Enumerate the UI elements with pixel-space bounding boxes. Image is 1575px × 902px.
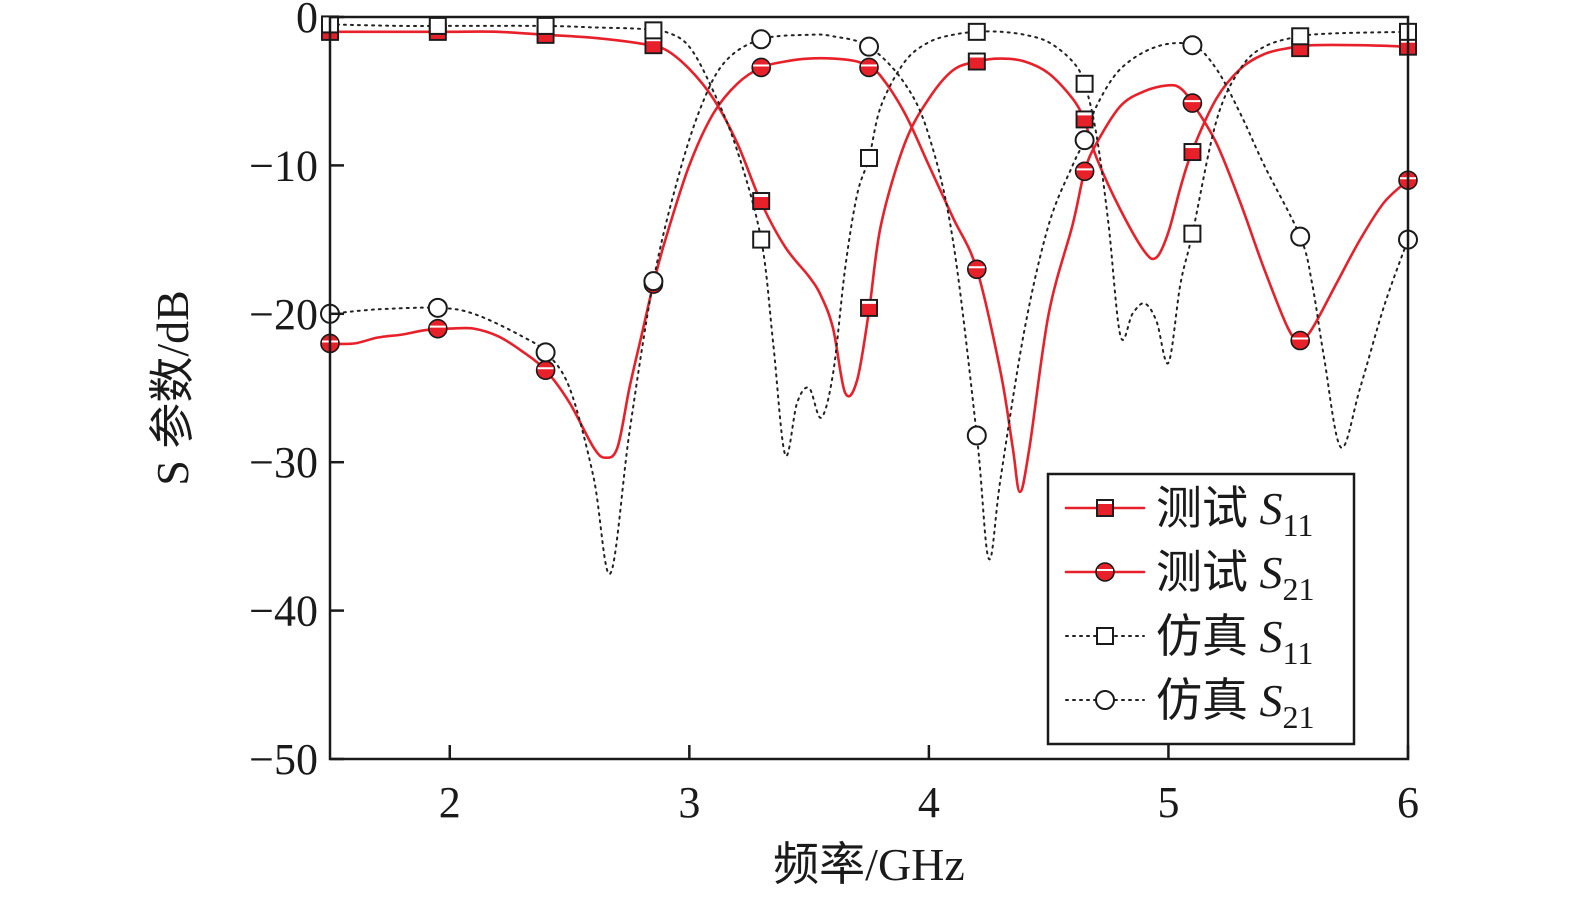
legend-entry-1: 测试 S21 — [1064, 547, 1315, 607]
series-1-marker — [1182, 93, 1203, 113]
legend-marker — [1096, 627, 1114, 645]
x-tick-label: 4 — [918, 778, 940, 827]
series-line-3 — [330, 33, 1408, 575]
series-1-marker — [966, 259, 987, 280]
series-2-marker — [536, 16, 555, 35]
legend-label: 仿真 S11 — [1156, 611, 1313, 671]
legend-symbol: S — [1260, 547, 1283, 598]
series-0-marker — [860, 298, 878, 317]
legend-subscript: 21 — [1283, 699, 1315, 735]
y-tick-label: −20 — [249, 290, 318, 339]
y-axis-label: S 参数/dB — [147, 290, 198, 486]
plot-frame — [328, 15, 1410, 761]
series-1-marker — [427, 318, 448, 339]
legend-subscript: 11 — [1283, 635, 1314, 671]
series-1-marker — [535, 360, 556, 380]
legend-symbol: S — [1260, 483, 1283, 534]
legend-marker — [1095, 690, 1115, 710]
series-3-marker — [751, 29, 772, 50]
y-tick-label: −10 — [249, 141, 318, 190]
legend-entry-2: 仿真 S11 — [1065, 611, 1313, 671]
series-2-marker — [967, 22, 986, 41]
series-3-marker — [1290, 226, 1311, 247]
y-tick-label: −30 — [249, 438, 318, 487]
series-0-marker — [967, 52, 986, 71]
series-0-marker — [644, 36, 663, 55]
series-2-marker — [752, 230, 771, 249]
legend-label: 仿真 S21 — [1156, 675, 1315, 735]
series-1-marker — [1074, 161, 1095, 182]
legend-prefix: 仿真 — [1156, 675, 1260, 726]
series-1-marker — [751, 57, 772, 78]
series-1-marker — [859, 57, 879, 78]
legend-entry-3: 仿真 S21 — [1065, 675, 1315, 735]
series-3-marker — [535, 342, 556, 363]
legend-symbol: S — [1260, 675, 1283, 726]
legend-symbol: S — [1260, 611, 1283, 662]
series-2-marker — [644, 21, 663, 40]
series-2-marker — [428, 16, 447, 35]
x-tick-label: 2 — [439, 778, 461, 827]
legend-prefix: 测试 — [1156, 547, 1260, 598]
legend-prefix: 测试 — [1156, 483, 1260, 534]
series-2-marker — [1075, 74, 1094, 93]
series-3-marker — [1182, 35, 1203, 56]
series-line-2 — [330, 23, 1408, 457]
series-0-marker — [1075, 110, 1094, 129]
legend-marker — [1095, 562, 1115, 582]
series-3-marker — [643, 271, 664, 292]
x-tick-label: 6 — [1397, 778, 1419, 827]
y-tick-label: −40 — [249, 587, 318, 636]
axis-ticks: 2 3 4 5 6 0 −10 −20 −30 −40 −50 — [249, 0, 1419, 827]
series-3-marker — [427, 297, 448, 318]
series-1-marker — [1290, 330, 1310, 351]
series-3-marker — [1074, 130, 1095, 151]
series-3-marker — [966, 425, 987, 446]
legend-entry-0: 测试 S11 — [1064, 483, 1313, 543]
y-tick-label: 0 — [296, 0, 318, 42]
series-0-marker — [752, 192, 771, 210]
x-axis-label: 频率/GHz — [773, 839, 965, 890]
series-3-marker — [859, 36, 879, 57]
legend-subscript: 21 — [1283, 571, 1315, 607]
legend-label: 测试 S21 — [1156, 547, 1315, 607]
series-2-marker — [1291, 27, 1310, 46]
y-tick-label: −50 — [249, 735, 318, 784]
legend-prefix: 仿真 — [1156, 611, 1260, 662]
legend-subscript: 11 — [1283, 507, 1314, 543]
x-tick-label: 5 — [1157, 778, 1179, 827]
legend-marker — [1096, 499, 1114, 517]
x-tick-label: 3 — [678, 778, 700, 827]
series-2-marker — [1183, 224, 1202, 243]
legend-label: 测试 S11 — [1156, 483, 1313, 543]
series-0-marker — [1183, 143, 1202, 161]
series-2-marker — [860, 148, 878, 167]
